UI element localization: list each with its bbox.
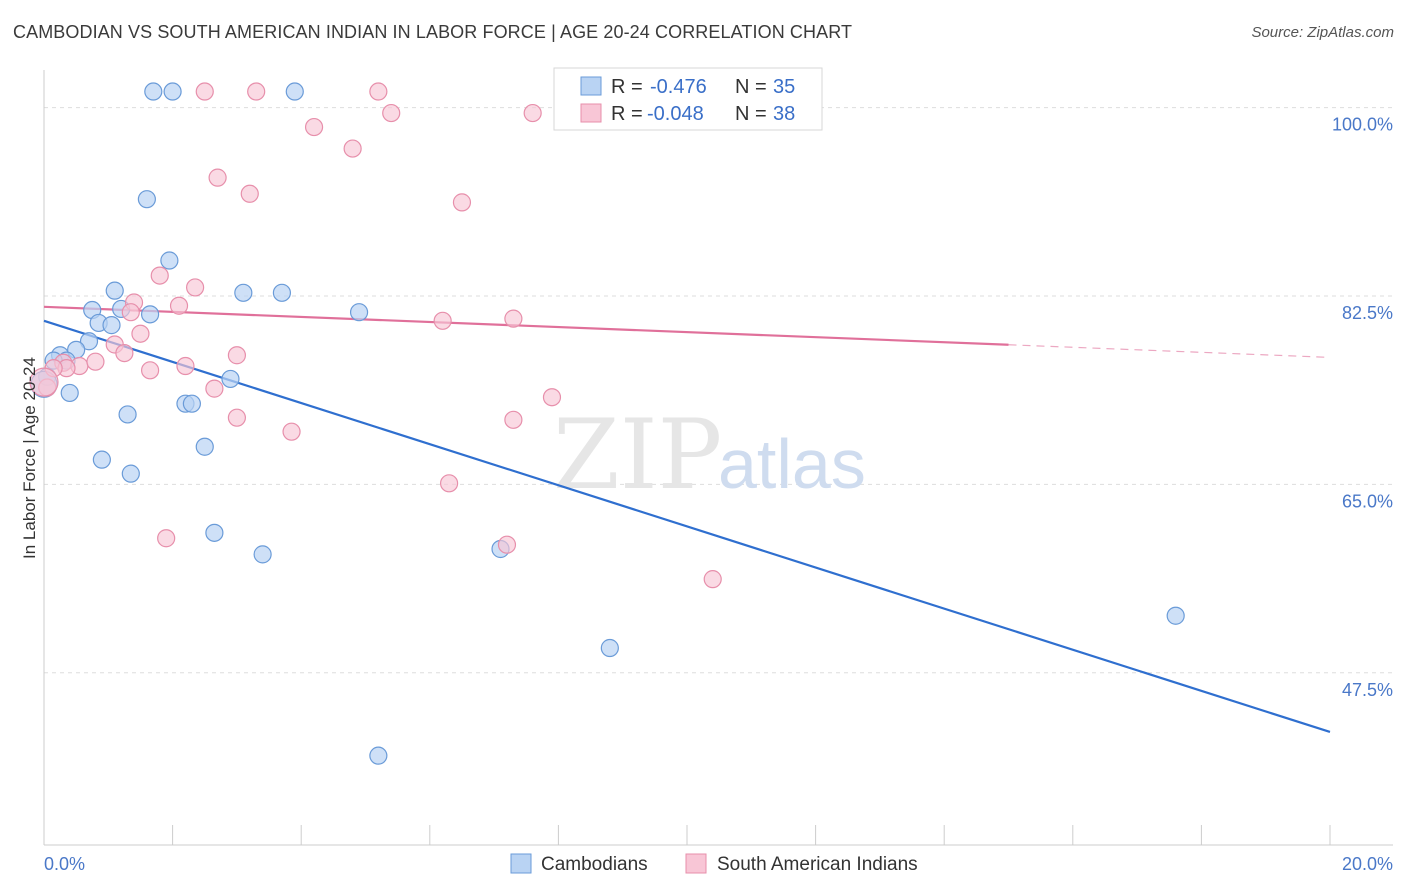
point-south-american-indians-14 [121, 303, 140, 322]
point-cambodians-33 [369, 746, 388, 765]
point-south-american-indians-35 [439, 474, 459, 493]
legend-n-label-1: N = [735, 76, 767, 98]
legend-swatch-pink [580, 103, 602, 123]
trend-line-south-american-indians [43, 305, 1009, 346]
legend-label-cambodians: Cambodians [541, 854, 648, 875]
legend-r-value-1: -0.476 [650, 76, 707, 98]
point-cambodians-1 [163, 82, 182, 101]
watermark-zip: ZIP [553, 399, 722, 511]
point-cambodians-13 [102, 316, 121, 335]
point-cambodians-26 [92, 450, 111, 469]
trend-lines [43, 305, 1331, 734]
correlation-legend: R = -0.476 N = 35 R = -0.048 N = 38 [553, 67, 823, 131]
legend-swatch-blue [580, 76, 602, 96]
point-south-american-indians-34 [282, 422, 301, 441]
watermark-atlas: atlas [718, 425, 866, 503]
legend-n-label-2: N = [735, 103, 767, 125]
point-south-american-indians-31 [542, 388, 562, 407]
legend-r-label-2: R = [611, 103, 643, 125]
point-cambodians-32 [600, 638, 619, 658]
legend-swatch-south-american-indians [685, 853, 707, 874]
point-south-american-indians-4 [523, 103, 542, 123]
point-south-american-indians-36 [497, 535, 517, 554]
point-south-american-indians-11 [186, 278, 205, 297]
point-cambodians-6 [234, 283, 253, 302]
point-south-american-indians-7 [208, 168, 227, 187]
y-tick-labels: 47.5% 65.0% 82.5% 100.0% [1332, 115, 1393, 700]
legend-n-value-1: 35 [773, 76, 795, 98]
x-tick-labels: 0.0% 20.0% [44, 854, 1393, 874]
series-legend: Cambodians South American Indians [510, 853, 918, 875]
point-south-american-indians-28 [205, 379, 224, 398]
point-south-american-indians-17 [131, 324, 150, 343]
point-cambodians-20 [221, 369, 240, 389]
y-tick-label-1: 65.0% [1342, 491, 1393, 511]
gridlines [44, 107, 1392, 674]
point-south-american-indians-15 [433, 311, 452, 330]
point-cambodians-3 [137, 190, 156, 209]
point-south-american-indians-38 [157, 529, 176, 548]
legend-swatch-cambodians [510, 853, 532, 874]
point-cambodians-31 [1166, 606, 1185, 625]
point-south-american-indians-20 [227, 346, 246, 365]
legend-n-value-2: 38 [773, 103, 795, 125]
legend-label-south-american-indians: South American Indians [717, 854, 918, 875]
y-tick-label-3: 100.0% [1332, 115, 1393, 135]
point-south-american-indians-19 [115, 343, 134, 363]
point-cambodians-5 [105, 281, 124, 300]
chart-title: CAMBODIAN VS SOUTH AMERICAN INDIAN IN LA… [13, 22, 853, 42]
trend-line-south-american-indians-extension [1008, 344, 1331, 358]
legend-r-value-2: -0.048 [647, 103, 704, 125]
point-cambodians-25 [195, 437, 214, 456]
point-south-american-indians-26 [140, 361, 160, 380]
series-south-american-indians [29, 82, 722, 589]
source-label: Source: ZipAtlas.com [1251, 24, 1394, 41]
y-tick-label-0: 47.5% [1342, 680, 1393, 700]
point-south-american-indians-12 [169, 296, 189, 315]
point-south-american-indians-2 [369, 82, 388, 101]
axes [43, 70, 1393, 846]
point-south-american-indians-9 [452, 193, 472, 212]
point-cambodians-14 [79, 332, 99, 351]
point-south-american-indians-6 [343, 139, 362, 158]
point-south-american-indians-10 [150, 266, 169, 285]
trend-line-cambodians [43, 319, 1331, 734]
point-south-american-indians-8 [240, 184, 259, 203]
point-south-american-indians-1 [247, 82, 266, 101]
point-cambodians-29 [253, 545, 272, 564]
point-cambodians-27 [121, 464, 140, 483]
point-south-american-indians-27 [176, 356, 195, 376]
point-cambodians-24 [118, 405, 137, 424]
point-south-american-indians-23 [86, 352, 105, 371]
point-cambodians-4 [160, 251, 179, 270]
point-cambodians-0 [144, 82, 163, 101]
point-cambodians-2 [285, 82, 304, 101]
point-south-american-indians-3 [382, 103, 401, 123]
point-cambodians-28 [205, 523, 224, 542]
point-cambodians-10 [140, 305, 160, 324]
point-south-american-indians-16 [504, 309, 523, 328]
y-axis-label: In Labor Force | Age 20-24 [20, 357, 39, 559]
point-south-american-indians-32 [227, 408, 246, 427]
legend-r-label-1: R = [611, 76, 643, 98]
point-south-american-indians-5 [304, 117, 324, 137]
point-south-american-indians-0 [195, 82, 214, 101]
point-cambodians-7 [272, 283, 292, 302]
x-tick-label-0: 0.0% [44, 854, 85, 874]
watermark: ZIP atlas [553, 399, 866, 511]
point-cambodians-11 [349, 303, 369, 322]
point-cambodians-23 [182, 394, 201, 413]
x-tick-label-1: 20.0% [1342, 854, 1393, 874]
point-cambodians-21 [60, 383, 79, 403]
point-south-american-indians-37 [703, 570, 722, 589]
point-south-american-indians-30 [29, 367, 59, 397]
y-tick-label-2: 82.5% [1342, 303, 1393, 323]
point-south-american-indians-33 [504, 410, 523, 429]
